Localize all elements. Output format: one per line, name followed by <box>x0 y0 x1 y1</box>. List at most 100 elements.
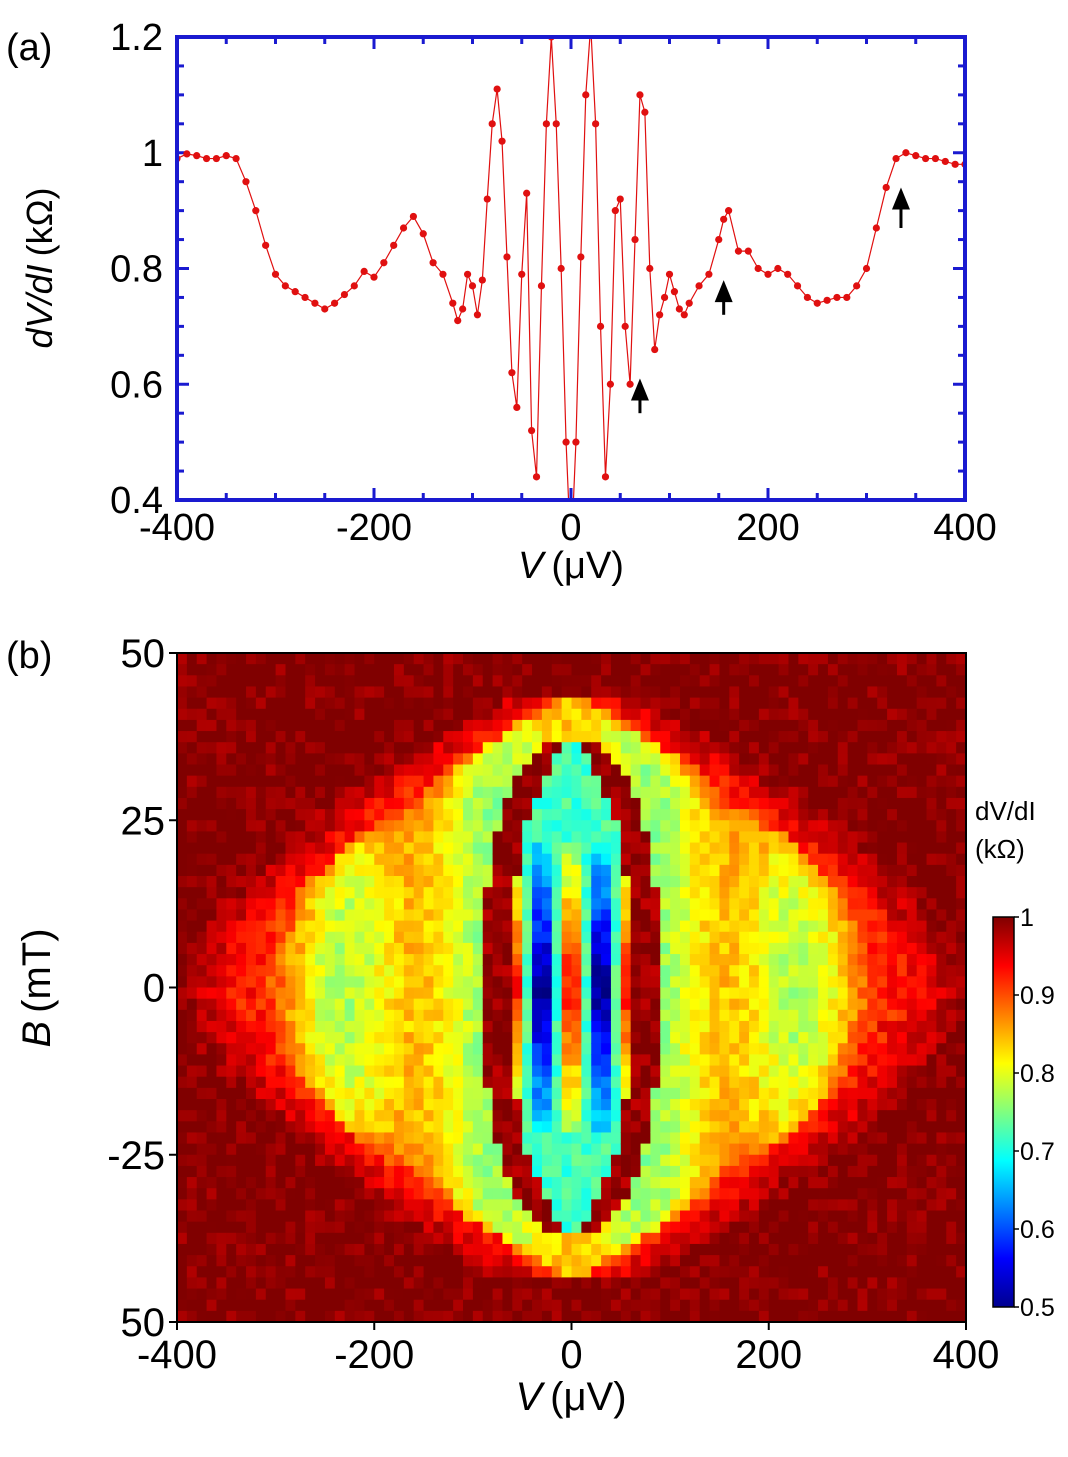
heatmap-cell <box>305 1232 316 1245</box>
heatmap-cell <box>916 1076 928 1089</box>
heatmap-cell <box>867 1255 878 1267</box>
heatmap-cell <box>512 965 523 977</box>
heatmap-cell <box>236 1054 247 1067</box>
heatmap-cell <box>581 1020 592 1033</box>
heatmap-cell <box>561 954 573 966</box>
heatmap-cell <box>818 1154 829 1167</box>
heatmap-cell <box>709 753 721 766</box>
heatmap-cell <box>660 742 671 754</box>
heatmap-cell <box>610 976 622 989</box>
heatmap-cell <box>186 931 198 944</box>
heatmap-cell <box>196 909 208 922</box>
heatmap-cell <box>206 1121 218 1134</box>
heatmap-cell <box>808 1020 819 1033</box>
data-point <box>813 299 821 307</box>
heatmap-cell <box>857 998 868 1011</box>
data-point <box>399 224 408 232</box>
heatmap-cell <box>226 987 237 1000</box>
heatmap-cell <box>581 998 592 1011</box>
heatmap-cell <box>541 708 553 721</box>
heatmap-cell <box>502 1065 513 1078</box>
heatmap-cell <box>699 1310 711 1323</box>
heatmap-cell <box>798 1054 809 1067</box>
data-point <box>606 380 615 388</box>
heatmap-cell <box>305 664 316 676</box>
heatmap-cell <box>413 1154 425 1167</box>
heatmap-cell <box>226 1110 237 1122</box>
heatmap-cell <box>255 764 267 777</box>
heatmap-cell <box>660 797 671 810</box>
heatmap-cell <box>877 653 888 665</box>
heatmap-cell <box>463 864 474 877</box>
heatmap-cell <box>699 1277 711 1290</box>
heatmap-cell <box>453 998 464 1011</box>
heatmap-cell <box>591 820 602 832</box>
heatmap-cell <box>768 920 780 933</box>
heatmap-cell <box>255 1177 267 1189</box>
heatmap-cell <box>186 998 198 1011</box>
heatmap-cell <box>571 775 582 788</box>
data-point <box>577 253 585 261</box>
heatmap-cell <box>463 965 474 977</box>
heatmap-cell <box>946 1243 957 1256</box>
heatmap-cell <box>798 1199 809 1212</box>
heatmap-cell <box>522 864 533 877</box>
heatmap-cell <box>946 942 957 955</box>
heatmap-cell <box>788 708 799 721</box>
heatmap-cell <box>818 797 829 810</box>
heatmap-cell <box>255 1310 267 1323</box>
heatmap-cell <box>906 764 918 777</box>
heatmap-cell <box>946 1009 957 1022</box>
heatmap-cell <box>186 708 198 721</box>
heatmap-cell <box>226 686 237 699</box>
heatmap-cell <box>334 931 346 944</box>
heatmap-cell <box>295 1054 306 1067</box>
heatmap-cell <box>867 719 878 732</box>
heatmap-cell <box>541 686 553 699</box>
heatmap-cell <box>512 887 523 899</box>
heatmap-cell <box>916 1121 928 1134</box>
heatmap-cell <box>660 708 671 721</box>
heatmap-cell <box>837 920 849 933</box>
heatmap-cell <box>364 1087 375 1100</box>
heatmap-cell <box>620 1210 632 1223</box>
heatmap-cell <box>749 708 760 721</box>
heatmap-cell <box>315 731 326 743</box>
heatmap-cell <box>295 887 306 899</box>
heatmap-cell <box>818 1121 829 1134</box>
heatmap-cell <box>541 1099 553 1111</box>
heatmap-cell <box>354 1043 365 1055</box>
heatmap-cell <box>463 1165 474 1178</box>
heatmap-cell <box>334 1110 346 1122</box>
heatmap-cell <box>827 1087 839 1100</box>
heatmap-cell <box>246 664 257 676</box>
heatmap-cell <box>640 1165 651 1178</box>
heatmap-cell <box>926 731 938 743</box>
heatmap-cell <box>758 1076 770 1089</box>
heatmap-cell <box>729 1266 740 1278</box>
heatmap-cell <box>285 809 296 821</box>
heatmap-cell <box>818 1032 829 1044</box>
heatmap-cell <box>255 942 267 955</box>
heatmap-cell <box>472 1232 484 1245</box>
heatmap-cell <box>571 742 582 754</box>
heatmap-cell <box>887 1087 898 1100</box>
heatmap-cell <box>522 764 533 777</box>
heatmap-cell <box>571 786 582 799</box>
heatmap-cell <box>887 831 898 844</box>
heatmap-cell <box>482 920 494 933</box>
heatmap-cell <box>403 1143 415 1156</box>
heatmap-cell <box>315 1188 326 1200</box>
heatmap-cell <box>403 1132 415 1145</box>
heatmap-cell <box>630 786 642 799</box>
heatmap-cell <box>236 764 247 777</box>
heatmap-cell <box>798 887 809 899</box>
heatmap-cell <box>808 1087 819 1100</box>
heatmap-cell <box>255 887 267 899</box>
heatmap-cell <box>670 1310 681 1323</box>
heatmap-cell <box>877 987 888 1000</box>
heatmap-cell <box>403 887 415 899</box>
heatmap-cell <box>768 1087 780 1100</box>
data-point <box>641 108 649 116</box>
heatmap-cell <box>196 1266 208 1278</box>
